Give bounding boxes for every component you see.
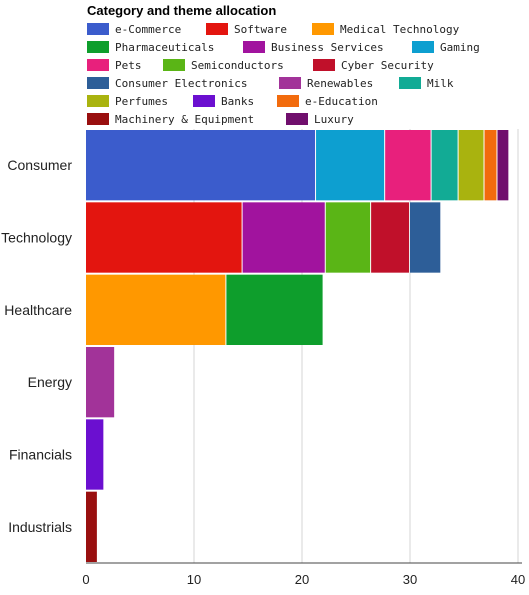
bar-consumer-pets[interactable]	[385, 130, 431, 201]
legend-item-gaming: Gaming	[412, 41, 480, 54]
legend-label: Medical Technology	[340, 23, 460, 36]
category-label-healthcare: Healthcare	[4, 302, 72, 318]
legend-label: e-Commerce	[115, 23, 181, 36]
bar-consumer-milk[interactable]	[431, 130, 458, 201]
legend-item-e-education: e-Education	[277, 95, 378, 108]
legend-swatch	[277, 95, 299, 107]
legend-swatch	[399, 77, 421, 89]
legend-item-luxury: Luxury	[286, 113, 354, 126]
legend-swatch	[243, 41, 265, 53]
bar-healthcare-pharmaceuticals[interactable]	[226, 274, 323, 345]
legend-label: Banks	[221, 95, 254, 108]
legend-item-business-services: Business Services	[243, 41, 384, 54]
legend-item-e-commerce: e-Commerce	[87, 23, 181, 36]
bar-technology-cyber-security[interactable]	[371, 202, 409, 273]
x-tick-label: 20	[295, 572, 309, 587]
category-labels: Consumer Technology Healthcare Energy Financ…	[1, 157, 72, 535]
legend-label: Perfumes	[115, 95, 168, 108]
legend-label: Pets	[115, 59, 142, 72]
bar-technology-consumer-electronics[interactable]	[410, 202, 441, 273]
legend-label: Semiconductors	[191, 59, 284, 72]
legend-swatch	[87, 113, 109, 125]
bar-technology-semiconductors[interactable]	[325, 202, 371, 273]
legend-swatch	[286, 113, 308, 125]
legend-label: Gaming	[440, 41, 480, 54]
category-label-financials: Financials	[9, 447, 72, 463]
legend-item-pets: Pets	[87, 59, 142, 72]
legend-item-software: Software	[206, 23, 287, 36]
chart-title: Category and theme allocation	[87, 3, 276, 18]
bar-consumer-e-education[interactable]	[484, 130, 497, 201]
legend-swatch	[312, 23, 334, 35]
legend-swatch	[313, 59, 335, 71]
legend-swatch	[163, 59, 185, 71]
legend-swatch	[87, 23, 109, 35]
bar-consumer-perfumes[interactable]	[458, 130, 484, 201]
legend-label: e-Education	[305, 95, 378, 108]
legend-swatch	[87, 77, 109, 89]
bar-industrials-machinery-and-equipment[interactable]	[86, 491, 97, 562]
legend-label: Business Services	[271, 41, 384, 54]
legend-item-renewables: Renewables	[279, 77, 373, 90]
legend-swatch	[193, 95, 215, 107]
legend-swatch	[87, 95, 109, 107]
legend-label: Software	[234, 23, 287, 36]
bar-consumer-luxury[interactable]	[497, 130, 509, 201]
legend-swatch	[206, 23, 228, 35]
bar-technology-business-services[interactable]	[242, 202, 325, 273]
legend-label: Consumer Electronics	[115, 77, 247, 90]
legend-item-semiconductors: Semiconductors	[163, 59, 284, 72]
x-tick-label: 10	[187, 572, 201, 587]
legend-item-medical-technology: Medical Technology	[312, 23, 460, 36]
legend-label: Cyber Security	[341, 59, 434, 72]
legend-item-pharmaceuticals: Pharmaceuticals	[87, 41, 214, 54]
category-label-technology: Technology	[1, 230, 72, 246]
legend-item-consumer-electronics: Consumer Electronics	[87, 77, 247, 90]
legend-item-perfumes: Perfumes	[87, 95, 168, 108]
bar-financials-banks[interactable]	[86, 419, 104, 490]
legend-swatch	[412, 41, 434, 53]
legend-item-milk: Milk	[399, 77, 454, 90]
legend-item-machinery-and-equipment: Machinery & Equipment	[87, 113, 254, 126]
legend-label: Luxury	[314, 113, 354, 126]
bar-energy-renewables[interactable]	[86, 347, 115, 418]
grid-lines	[193, 129, 519, 563]
category-label-consumer: Consumer	[7, 157, 72, 173]
legend-item-cyber-security: Cyber Security	[313, 59, 434, 72]
legend-item-banks: Banks	[193, 95, 254, 108]
legend-label: Milk	[427, 77, 454, 90]
x-tick-label: 40	[511, 572, 525, 587]
legend-label: Machinery & Equipment	[115, 113, 254, 126]
legend-swatch	[279, 77, 301, 89]
legend-label: Renewables	[307, 77, 373, 90]
category-label-industrials: Industrials	[8, 519, 72, 535]
category-label-energy: Energy	[28, 374, 72, 390]
legend-swatch	[87, 41, 109, 53]
bar-consumer-e-commerce[interactable]	[86, 130, 316, 201]
x-tick-label: 0	[82, 572, 89, 587]
bar-healthcare-medical-technology[interactable]	[86, 274, 226, 345]
bars	[86, 130, 509, 562]
x-axis-ticks: 0 10 20 30 40	[82, 572, 525, 587]
x-tick-label: 30	[403, 572, 417, 587]
bar-consumer-gaming[interactable]	[316, 130, 385, 201]
legend-label: Pharmaceuticals	[115, 41, 214, 54]
legend: e-Commerce Software Medical Technology Phar…	[87, 23, 480, 126]
legend-swatch	[87, 59, 109, 71]
bar-technology-software[interactable]	[86, 202, 242, 273]
